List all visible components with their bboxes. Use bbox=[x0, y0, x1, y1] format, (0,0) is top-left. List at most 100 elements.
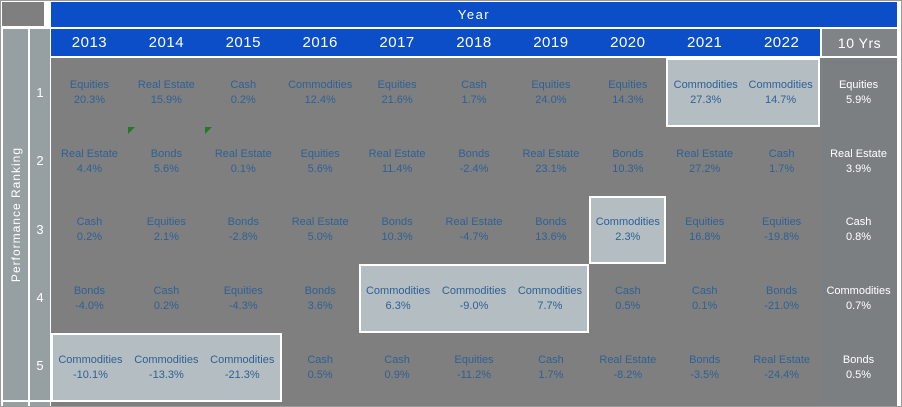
asset-name: Equities bbox=[377, 78, 417, 91]
asset-name: Cash bbox=[153, 285, 180, 298]
asset-name: Bonds bbox=[227, 216, 259, 229]
asset-name: Equities bbox=[223, 285, 263, 298]
asset-name: Equities bbox=[608, 78, 648, 91]
asset-return: 15.9% bbox=[150, 93, 182, 106]
asset-name: Commodities bbox=[134, 354, 199, 366]
return-cell-2015-rank2: Real Estate 0.1% bbox=[204, 126, 282, 196]
return-cell-2020-rank4: Cash 0.5% bbox=[589, 264, 667, 334]
return-cell-10-yrs-rank3: Cash 0.8% bbox=[820, 195, 897, 265]
return-cell-2018-rank2: Bonds -2.4% bbox=[435, 126, 513, 196]
asset-name: Real Estate bbox=[753, 354, 811, 366]
asset-return: 7.7% bbox=[537, 300, 563, 313]
asset-name: Real Estate bbox=[61, 147, 118, 160]
asset-name: Commodities bbox=[826, 285, 891, 298]
asset-return: 0.1% bbox=[692, 300, 718, 313]
asset-return: 14.7% bbox=[765, 93, 797, 106]
asset-return: 1.7% bbox=[461, 93, 487, 106]
asset-return: 3.6% bbox=[307, 300, 333, 313]
return-cell-2017-rank3: Bonds 10.3% bbox=[358, 195, 436, 265]
asset-return: 6.3% bbox=[385, 300, 411, 313]
asset-name: Equities bbox=[685, 216, 725, 229]
asset-name: Bonds bbox=[458, 147, 490, 160]
asset-return: 2.1% bbox=[153, 231, 179, 244]
asset-return: 0.5% bbox=[615, 300, 641, 313]
asset-name: Bonds bbox=[73, 285, 106, 298]
return-cell-2016-rank1: Commodities 12.4% bbox=[281, 58, 359, 127]
return-cell-2018-rank1: Cash 1.7% bbox=[435, 58, 513, 127]
asset-name: Equities bbox=[531, 78, 571, 91]
return-cell-2020-rank1: Equities 14.3% bbox=[589, 58, 667, 127]
rank-column: 1 2 3 4 5 bbox=[30, 29, 50, 400]
return-cell-2019-rank2: Real Estate 23.1% bbox=[512, 126, 590, 196]
asset-return: 10.3% bbox=[612, 162, 644, 175]
asset-name: Cash bbox=[307, 354, 334, 366]
rank-label-1: 1 bbox=[36, 84, 44, 100]
return-cell-2016-rank5: Cash 0.5% bbox=[281, 333, 359, 402]
asset-name: Equities bbox=[454, 354, 494, 366]
asset-name: Equities bbox=[300, 147, 340, 160]
rank-label-5: 5 bbox=[36, 358, 44, 374]
asset-name: Cash bbox=[691, 285, 718, 298]
return-cell-2022-rank1: Commodities 14.7% bbox=[743, 58, 821, 127]
column-header-2014: 2014 bbox=[127, 29, 205, 56]
asset-name: Cash bbox=[768, 147, 795, 160]
asset-return: 1.7% bbox=[769, 162, 795, 175]
return-cell-2021-rank3: Equities 16.8% bbox=[666, 195, 744, 265]
return-cell-2018-rank4: Commodities -9.0% bbox=[435, 264, 513, 334]
asset-name: Bonds bbox=[304, 285, 336, 298]
return-cell-2019-rank5: Cash 1.7% bbox=[512, 333, 590, 402]
column-header-2013: 2013 bbox=[51, 29, 128, 56]
return-cell-2015-rank5: Commodities -21.3% bbox=[204, 333, 282, 402]
asset-name: Real Estate bbox=[830, 147, 887, 160]
asset-name: Commodities bbox=[673, 78, 738, 91]
asset-name: Commodities bbox=[517, 285, 582, 298]
return-cell-2014-rank1: Real Estate 15.9% bbox=[127, 58, 205, 127]
return-cell-2014-rank5: Commodities -13.3% bbox=[127, 333, 205, 402]
asset-return: 0.9% bbox=[384, 369, 410, 382]
return-cell-2016-rank3: Real Estate 5.0% bbox=[281, 195, 359, 265]
asset-return: -4.0% bbox=[75, 300, 104, 313]
asset-return: 5.0% bbox=[307, 231, 333, 244]
years-row: 2013 2014 2015 2016 2017 2018 2019 2020 2021 2022… bbox=[51, 29, 897, 56]
return-cell-2015-rank4: Equities -4.3% bbox=[204, 264, 282, 334]
asset-name: Equities bbox=[146, 216, 186, 229]
return-cell-2018-rank3: Real Estate -4.7% bbox=[435, 195, 513, 265]
asset-name: Real Estate bbox=[522, 147, 580, 160]
asset-name: Commodities bbox=[595, 216, 660, 229]
return-cell-2022-rank2: Cash 1.7% bbox=[743, 126, 821, 196]
asset-name: Real Estate bbox=[599, 354, 657, 366]
asset-return: 5.6% bbox=[153, 162, 179, 175]
return-cell-2017-rank1: Equities 21.6% bbox=[358, 58, 436, 127]
asset-return: -11.2% bbox=[456, 369, 492, 382]
return-cell-10-yrs-rank5: Bonds 0.5% bbox=[820, 333, 897, 402]
rank-label-3: 3 bbox=[36, 221, 44, 237]
return-cell-2013-rank5: Commodities -10.1% bbox=[51, 333, 128, 402]
return-cell-2014-rank2: Bonds 5.6% bbox=[127, 126, 205, 196]
year-header-band: Year bbox=[51, 2, 897, 27]
return-cell-2022-rank4: Bonds -21.0% bbox=[743, 264, 821, 334]
return-cell-10-yrs-rank2: Real Estate 3.9% bbox=[820, 126, 897, 196]
asset-return: 10.3% bbox=[381, 231, 413, 244]
return-cell-2019-rank4: Commodities 7.7% bbox=[512, 264, 590, 334]
asset-name: Cash bbox=[461, 78, 487, 91]
asset-return: -24.4% bbox=[764, 369, 800, 382]
column-header-2019: 2019 bbox=[512, 29, 590, 56]
performance-ranking-label: Performance Ranking bbox=[8, 146, 23, 283]
column-header-2016: 2016 bbox=[281, 29, 359, 56]
asset-return: 0.5% bbox=[845, 369, 872, 382]
asset-return: 12.4% bbox=[304, 93, 336, 106]
column-header-2018: 2018 bbox=[435, 29, 513, 56]
asset-return: 27.2% bbox=[689, 162, 721, 175]
asset-return: 13.6% bbox=[535, 231, 567, 244]
return-cell-2014-rank3: Equities 2.1% bbox=[127, 195, 205, 265]
return-cell-2021-rank1: Commodities 27.3% bbox=[666, 58, 744, 127]
asset-return: -21.3% bbox=[224, 369, 260, 382]
asset-name: Cash bbox=[384, 354, 410, 366]
asset-name: Bonds bbox=[842, 354, 875, 366]
asset-return: -4.7% bbox=[459, 231, 489, 244]
asset-return: 4.4% bbox=[76, 162, 102, 175]
asset-return: 2.3% bbox=[615, 231, 641, 244]
return-cell-2020-rank2: Bonds 10.3% bbox=[589, 126, 667, 196]
sidebar-performance-ranking: Performance Ranking bbox=[3, 29, 28, 400]
